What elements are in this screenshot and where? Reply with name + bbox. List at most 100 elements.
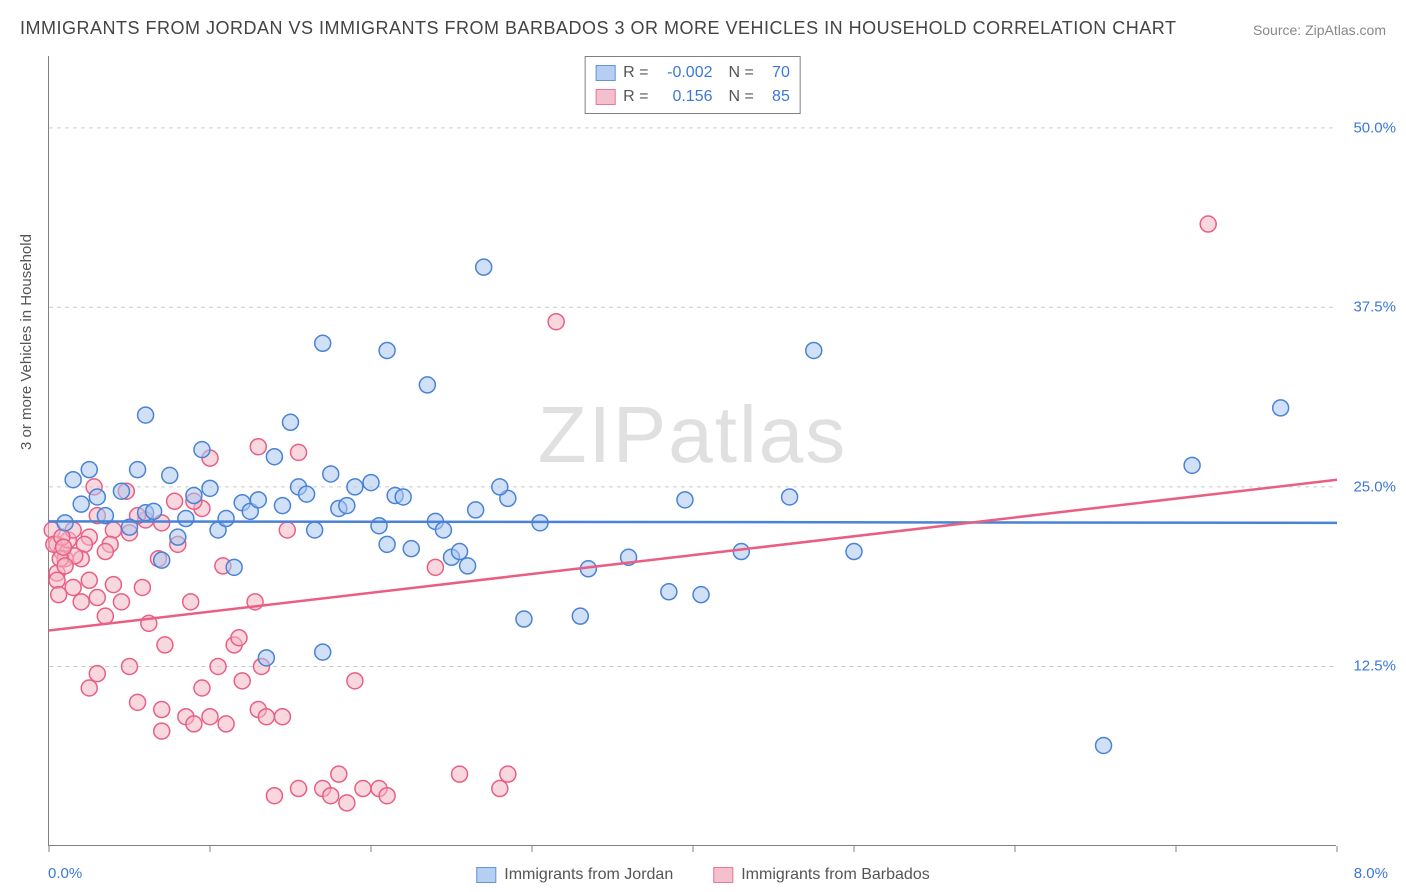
data-point xyxy=(379,788,395,804)
data-point xyxy=(89,590,105,606)
data-point xyxy=(202,480,218,496)
data-point xyxy=(258,650,274,666)
data-point xyxy=(452,766,468,782)
y-tick-label: 50.0% xyxy=(1353,119,1396,136)
r-value: 0.156 xyxy=(657,85,713,109)
legend-swatch xyxy=(595,65,615,81)
n-value: 70 xyxy=(762,61,790,85)
data-point xyxy=(183,594,199,610)
source-attribution: Source: ZipAtlas.com xyxy=(1253,22,1386,38)
stats-legend: R =-0.002N =70R = 0.156N =85 xyxy=(584,56,801,114)
data-point xyxy=(347,479,363,495)
data-point xyxy=(65,472,81,488)
series-legend-item: Immigrants from Barbados xyxy=(713,866,930,884)
n-label: N = xyxy=(729,61,754,85)
data-point xyxy=(403,541,419,557)
data-point xyxy=(65,579,81,595)
data-point xyxy=(266,449,282,465)
data-point xyxy=(347,673,363,689)
data-point xyxy=(274,709,290,725)
data-point xyxy=(452,544,468,560)
data-point xyxy=(331,766,347,782)
trend-line xyxy=(49,521,1337,522)
series-legend-item: Immigrants from Jordan xyxy=(476,866,673,884)
data-point xyxy=(167,493,183,509)
data-point xyxy=(500,766,516,782)
y-axis-label: 3 or more Vehicles in Household xyxy=(18,234,35,450)
n-label: N = xyxy=(729,85,754,109)
plot-area: ZIPatlas R =-0.002N =70R = 0.156N =85 12… xyxy=(48,56,1336,846)
y-tick-label: 12.5% xyxy=(1353,658,1396,675)
data-point xyxy=(231,630,247,646)
data-point xyxy=(419,377,435,393)
data-point xyxy=(105,522,121,538)
data-point xyxy=(226,559,242,575)
data-point xyxy=(339,498,355,514)
data-point xyxy=(733,544,749,560)
data-point xyxy=(427,559,443,575)
data-point xyxy=(194,442,210,458)
data-point xyxy=(492,781,508,797)
data-point xyxy=(315,644,331,660)
data-point xyxy=(73,496,89,512)
data-point xyxy=(460,558,476,574)
data-point xyxy=(113,483,129,499)
data-point xyxy=(1273,400,1289,416)
stats-legend-row: R = -0.002 N = 70 xyxy=(595,61,790,85)
data-point xyxy=(122,658,138,674)
data-point xyxy=(379,342,395,358)
data-point xyxy=(138,407,154,423)
data-point xyxy=(130,694,146,710)
data-point xyxy=(846,544,862,560)
data-point xyxy=(113,594,129,610)
legend-swatch xyxy=(713,867,733,883)
data-point xyxy=(130,462,146,478)
data-point xyxy=(97,608,113,624)
data-point xyxy=(307,522,323,538)
x-axis-max-label: 8.0% xyxy=(1354,865,1388,882)
correlation-chart: IMMIGRANTS FROM JORDAN VS IMMIGRANTS FRO… xyxy=(0,0,1406,892)
series-legend: Immigrants from Jordan Immigrants from Ba… xyxy=(476,866,929,884)
data-point xyxy=(154,552,170,568)
data-point xyxy=(49,572,65,588)
data-point xyxy=(379,536,395,552)
data-point xyxy=(186,716,202,732)
data-point xyxy=(693,587,709,603)
data-point xyxy=(73,594,89,610)
data-point xyxy=(250,439,266,455)
chart-title: IMMIGRANTS FROM JORDAN VS IMMIGRANTS FRO… xyxy=(20,18,1176,39)
r-label: R = xyxy=(623,85,648,109)
data-point xyxy=(81,572,97,588)
data-point xyxy=(258,709,274,725)
data-point xyxy=(57,515,73,531)
legend-swatch xyxy=(595,89,615,105)
data-point xyxy=(677,492,693,508)
data-point xyxy=(661,584,677,600)
data-point xyxy=(210,658,226,674)
data-point xyxy=(146,503,162,519)
data-point xyxy=(218,716,234,732)
data-point xyxy=(55,539,71,555)
data-point xyxy=(154,702,170,718)
data-point xyxy=(250,492,266,508)
data-point xyxy=(315,335,331,351)
data-point xyxy=(395,489,411,505)
data-point xyxy=(186,488,202,504)
data-point xyxy=(81,680,97,696)
r-value: -0.002 xyxy=(657,61,713,85)
data-point xyxy=(279,522,295,538)
data-point xyxy=(134,579,150,595)
data-point xyxy=(291,444,307,460)
data-point xyxy=(157,637,173,653)
data-point xyxy=(572,608,588,624)
x-axis-min-label: 0.0% xyxy=(48,865,82,882)
data-point xyxy=(202,709,218,725)
data-point xyxy=(323,466,339,482)
series-label: Immigrants from Jordan xyxy=(504,866,673,884)
data-point xyxy=(1184,457,1200,473)
data-point xyxy=(1200,216,1216,232)
data-point xyxy=(323,788,339,804)
r-label: R = xyxy=(623,61,648,85)
data-point xyxy=(1096,737,1112,753)
data-point xyxy=(371,518,387,534)
